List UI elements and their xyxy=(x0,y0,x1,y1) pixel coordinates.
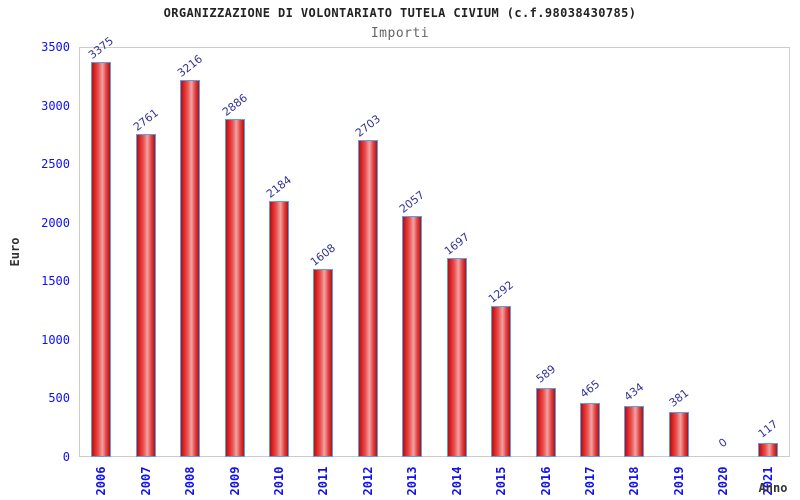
y-tick-label: 1500 xyxy=(41,274,70,289)
y-tick-label: 0 xyxy=(62,450,70,464)
x-tick-label: 2013 xyxy=(405,466,420,496)
x-axis-title: Anno xyxy=(758,481,788,495)
bar xyxy=(757,443,778,457)
x-tick-label: 2020 xyxy=(716,466,731,496)
bar xyxy=(357,140,378,457)
x-tick-label: 2008 xyxy=(183,466,198,496)
y-tick-label: 500 xyxy=(48,391,70,406)
y-tick-label: 2500 xyxy=(41,157,70,172)
x-tick-label: 2019 xyxy=(671,466,686,496)
y-axis-title: Euro xyxy=(8,237,22,267)
y-tick-label: 2000 xyxy=(41,215,70,230)
x-tick-label: 2015 xyxy=(494,466,509,496)
x-tick-label: 2016 xyxy=(538,466,553,496)
bar xyxy=(580,402,601,457)
bar xyxy=(135,133,156,457)
x-tick-label: 2014 xyxy=(449,466,464,496)
bar xyxy=(268,201,289,457)
x-tick-label: 2010 xyxy=(271,466,286,496)
chart-subtitle: Importi xyxy=(370,26,430,41)
bar xyxy=(91,61,112,457)
x-tick-label: 2017 xyxy=(583,466,598,496)
x-tick-label: 2006 xyxy=(94,466,109,496)
bar xyxy=(313,268,334,457)
bar xyxy=(402,216,423,457)
chart-title: ORGANIZZAZIONE DI VOLONTARIATO TUTELA CI… xyxy=(163,6,637,20)
bar xyxy=(668,412,689,457)
x-tick-label: 2018 xyxy=(627,466,642,496)
bar xyxy=(180,80,201,457)
bar xyxy=(224,118,245,457)
bar xyxy=(491,305,512,457)
y-tick-label: 3500 xyxy=(41,40,70,54)
x-tick-label: 2011 xyxy=(316,466,331,496)
bar xyxy=(535,388,556,457)
y-tick-label: 3000 xyxy=(41,98,70,113)
x-tick-label: 2012 xyxy=(360,466,375,496)
bar xyxy=(624,406,645,457)
x-tick-label: 2009 xyxy=(227,466,242,496)
y-tick-label: 1000 xyxy=(41,332,70,347)
x-tick-label: 2007 xyxy=(138,466,153,496)
bar xyxy=(446,258,467,457)
